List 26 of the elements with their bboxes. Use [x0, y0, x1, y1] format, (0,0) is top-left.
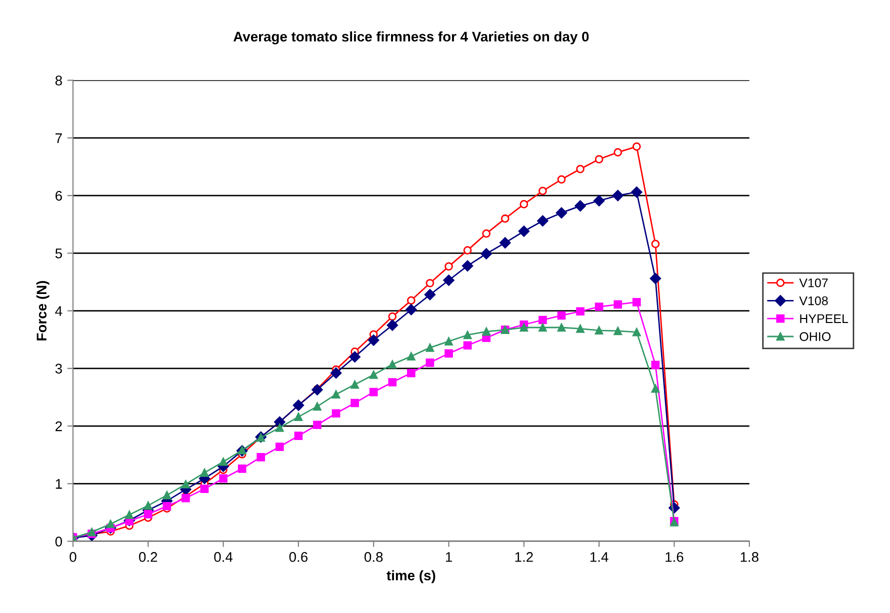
y-tick-label: 1	[56, 479, 62, 489]
x-tick-label: 1.2	[515, 552, 533, 562]
x-tick-label: 1	[446, 552, 452, 562]
x-tick-label: 0	[70, 552, 76, 562]
x-tick-label: 1.8	[740, 552, 758, 562]
x-tick-label: 1.4	[590, 552, 608, 562]
legend-label: HYPEEL	[800, 314, 848, 323]
y-tick-label: 5	[55, 248, 62, 258]
x-axis-title: time (s)	[386, 570, 436, 584]
legend-label: OHIO	[800, 332, 831, 341]
y-axis-title: Force (N)	[36, 281, 50, 340]
x-tick-label: 0.6	[289, 552, 308, 562]
x-tick-label: 0.4	[214, 552, 233, 562]
legend-label: V108	[799, 296, 828, 306]
x-tick-label: 0.8	[364, 552, 383, 562]
y-tick-label: 0	[55, 536, 62, 546]
y-tick-label: 4	[55, 306, 62, 316]
x-tick-label: 1.6	[666, 552, 684, 562]
x-tick-label: 0.2	[139, 552, 158, 562]
y-tick-label: 3	[55, 364, 62, 374]
y-tick-label: 7	[56, 133, 62, 143]
y-tick-label: 6	[56, 190, 62, 201]
y-tick-label: 2	[56, 421, 62, 432]
chart-title: Average tomato slice firmness for 4 Varieties on day 0	[233, 31, 589, 44]
legend-label: V107	[799, 278, 828, 288]
y-tick-label: 8	[55, 76, 62, 86]
